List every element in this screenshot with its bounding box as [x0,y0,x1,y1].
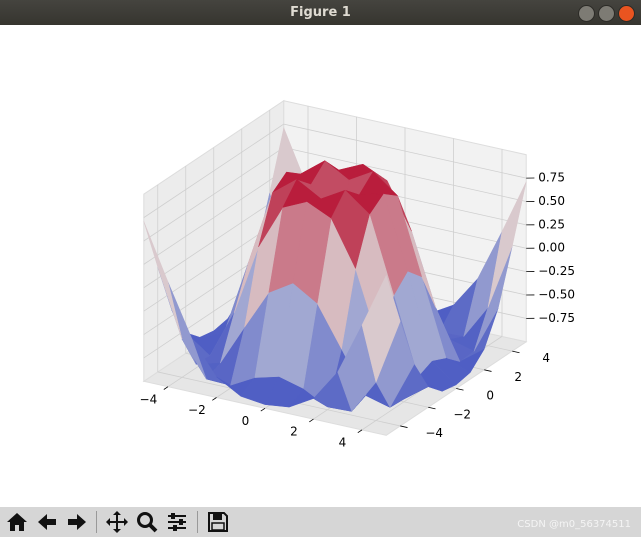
title-bar: Figure 1 [0,0,641,25]
minimize-button[interactable] [578,5,595,22]
tick-mark [212,397,217,401]
tick-mark [163,386,169,390]
y-tick-label: 4 [542,351,550,365]
grid-line [143,123,284,218]
back-button[interactable] [35,510,59,534]
tick-mark [400,425,408,428]
z-tick-label: 0.00 [538,241,565,255]
chart: −4 −2 0 2 4 −4 −2 0 2 4 −0.75 −0.50 −0.25 0.00 0.25 0.5… [140,99,575,449]
window-title: Figure 1 [290,5,351,20]
tick-mark [484,369,492,372]
home-button[interactable] [5,510,29,534]
close-button[interactable] [618,5,635,22]
forward-button[interactable] [65,510,89,534]
grid-line [283,147,527,202]
z-tick-label: 0.75 [538,171,565,185]
tick-mark [357,429,363,434]
save-button[interactable] [206,510,230,534]
x-tick-label: 2 [290,425,298,439]
surface-patch [487,181,527,308]
surface-patch [330,189,370,270]
grid-line [143,170,284,265]
x-tick-label: 0 [242,414,250,428]
z-tick-label: 0.50 [538,194,565,208]
tick-mark [456,388,464,391]
configure-button[interactable] [165,510,189,534]
watermark: CSDN @m0_56374511 [517,519,631,530]
x-tick-label: 4 [339,435,347,449]
z-tick-label: −0.25 [538,264,575,278]
toolbar: CSDN @m0_56374511 [0,507,641,537]
grid-line [143,147,284,242]
surface-patch [143,221,183,340]
y-tick-label: −2 [453,407,471,421]
y-tick-label: 0 [486,389,494,403]
pan-button[interactable] [105,510,129,534]
grid-line [143,193,284,289]
grid-line [283,123,527,179]
surface-patch [361,274,401,384]
z-tick-label: −0.50 [538,288,575,302]
zoom-button[interactable] [135,510,159,534]
tick-mark [512,350,520,354]
tick-mark [260,407,266,412]
x-tick-label: −4 [140,392,158,406]
z-tick-label: −0.75 [538,311,575,325]
y-tick-label: 2 [514,370,522,384]
maximize-button[interactable] [598,5,615,22]
z-tick-label: 0.25 [538,217,565,231]
tick-mark [309,418,314,423]
x-tick-label: −2 [188,403,206,417]
tick-mark [428,406,436,410]
y-tick-label: −4 [425,426,443,440]
